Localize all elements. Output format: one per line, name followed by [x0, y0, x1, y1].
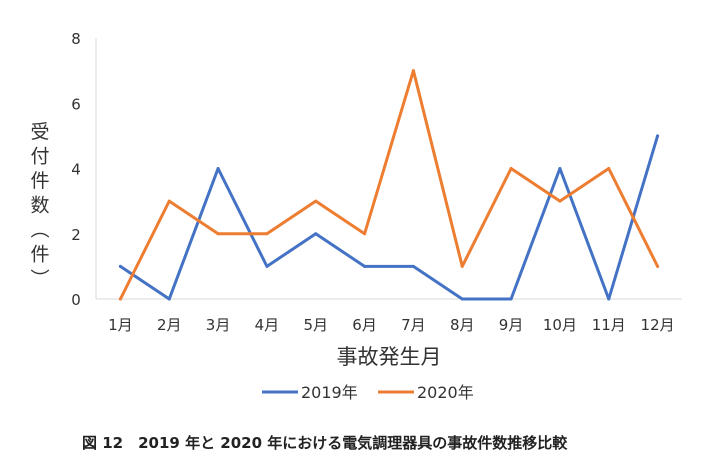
- y-axis-label-char: ）: [28, 268, 50, 287]
- y-tick-label: 0: [71, 291, 81, 309]
- data-point: [656, 264, 660, 268]
- y-tick-label: 6: [71, 95, 81, 113]
- y-axis-label-char: 付: [30, 146, 49, 168]
- y-tick-label: 2: [71, 226, 81, 244]
- data-point: [411, 264, 415, 268]
- y-axis-label-char: 数: [30, 195, 49, 217]
- data-point: [118, 264, 122, 268]
- data-point: [167, 297, 171, 301]
- data-point: [656, 134, 660, 138]
- data-point: [509, 297, 513, 301]
- x-tick-label: 7月: [401, 316, 426, 334]
- x-tick-label: 8月: [450, 316, 475, 334]
- data-point: [558, 167, 562, 170]
- data-point: [460, 297, 464, 301]
- data-point: [216, 232, 220, 236]
- data-point: [509, 167, 513, 170]
- x-tick-label: 10月: [543, 316, 577, 334]
- x-tick-label: 9月: [499, 316, 524, 334]
- y-axis-label-char: （: [28, 219, 50, 238]
- x-tick-label: 11月: [592, 316, 626, 334]
- series-line-2: [118, 69, 660, 301]
- x-tick-label: 1月: [108, 316, 133, 334]
- data-point: [167, 199, 171, 203]
- data-point: [607, 297, 611, 301]
- data-point: [607, 167, 611, 170]
- y-axis-ticks: 0 2 4 6 8: [71, 30, 81, 309]
- data-point: [363, 264, 367, 268]
- data-point: [265, 264, 269, 268]
- y-tick-label: 4: [71, 161, 81, 179]
- data-point: [216, 167, 220, 170]
- figure-caption: 図 12 2019 年と 2020 年における電気調理器具の事故件数推移比較: [82, 434, 568, 452]
- legend-label-2: 2020年: [417, 383, 474, 402]
- data-point: [363, 232, 367, 236]
- data-point: [460, 264, 464, 268]
- series-line-1: [118, 134, 660, 301]
- legend: 2019年 2020年: [262, 383, 474, 402]
- y-axis-label-char: 件: [30, 244, 49, 266]
- legend-label-1: 2019年: [301, 383, 358, 402]
- x-tick-label: 4月: [255, 316, 280, 334]
- x-tick-label: 5月: [303, 316, 328, 334]
- data-point: [314, 199, 318, 203]
- data-point: [118, 297, 122, 301]
- y-tick-label: 8: [71, 30, 81, 48]
- y-axis-label-char: 件: [30, 170, 49, 192]
- data-point: [314, 232, 318, 236]
- data-point: [411, 69, 415, 73]
- x-axis-ticks: 1月 2月 3月 4月 5月 6月 7月 8月 9月 10月 11月 12月: [108, 316, 674, 334]
- x-tick-label: 6月: [352, 316, 377, 334]
- x-axis-label: 事故発生月: [337, 345, 442, 369]
- data-point: [265, 232, 269, 236]
- x-tick-label: 12月: [641, 316, 675, 334]
- y-axis-label-char: 受: [30, 121, 49, 143]
- data-point: [558, 199, 562, 203]
- x-tick-label: 3月: [206, 316, 231, 334]
- series-lines: [118, 69, 660, 301]
- x-tick-label: 2月: [157, 316, 182, 334]
